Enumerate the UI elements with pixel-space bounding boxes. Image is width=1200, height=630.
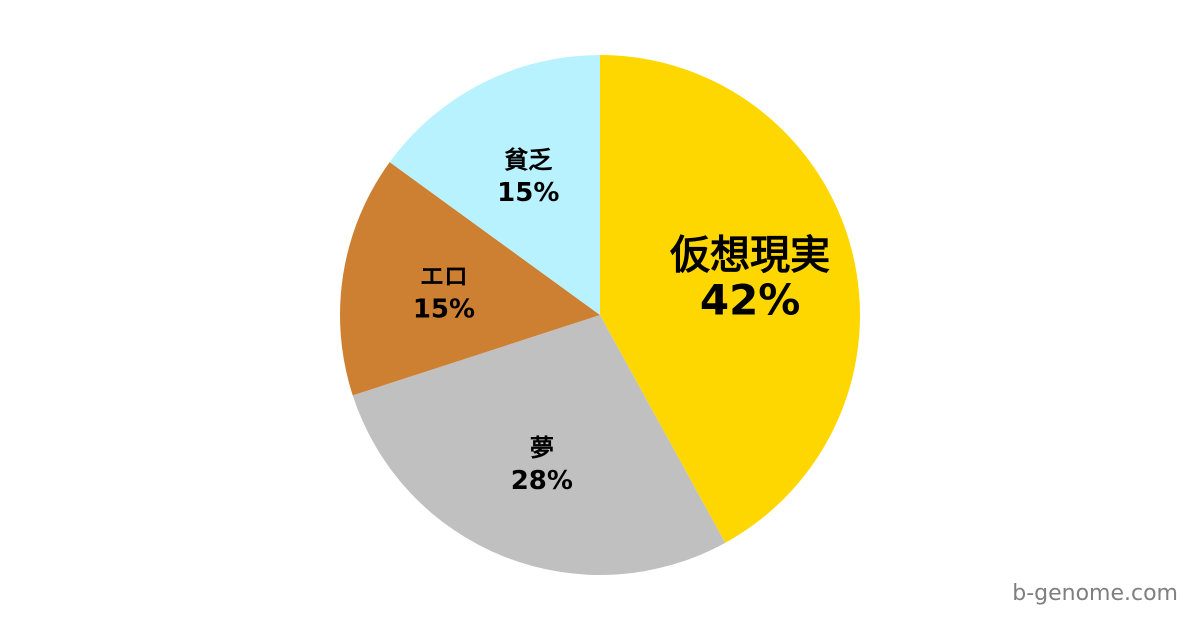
slice-label: 貧乏 bbox=[504, 146, 552, 174]
slice-value-label: 15% bbox=[497, 178, 559, 208]
slice-label: エロ bbox=[420, 262, 468, 290]
slice-label: 仮想現実 bbox=[669, 232, 830, 278]
watermark: b-genome.com bbox=[1012, 581, 1178, 606]
slice-value-label: 15% bbox=[413, 294, 475, 324]
slice-value-label: 28% bbox=[511, 466, 573, 496]
slice-label: 夢 bbox=[530, 434, 554, 462]
pie-slice bbox=[600, 55, 860, 543]
slice-value-label: 42% bbox=[700, 275, 801, 324]
pie-slice bbox=[389, 55, 600, 315]
pie-slice bbox=[352, 315, 726, 575]
pie-slice bbox=[340, 162, 600, 396]
